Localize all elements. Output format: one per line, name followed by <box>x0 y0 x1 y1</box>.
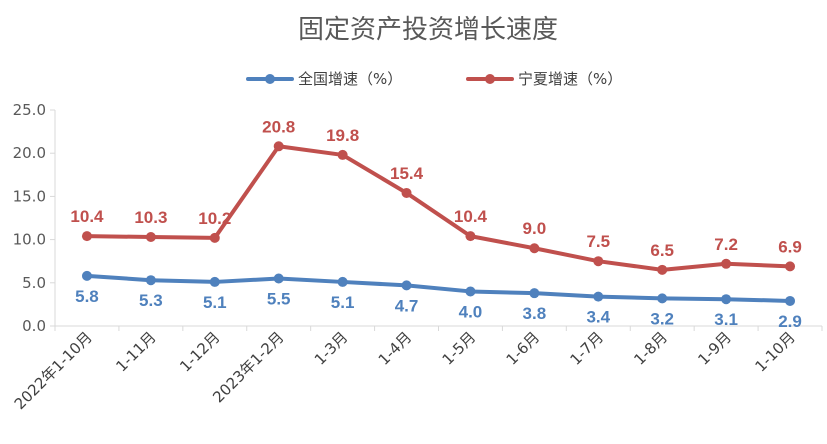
data-point-0-3 <box>273 273 284 284</box>
legend-label-ningxia: 宁夏增速（%） <box>518 70 622 88</box>
data-label-0-6: 4.0 <box>459 302 483 321</box>
data-point-0-7 <box>529 288 540 299</box>
data-point-1-3 <box>273 141 284 152</box>
x-tick-label: 1-5月 <box>439 328 480 369</box>
data-label-0-8: 3.4 <box>586 308 610 327</box>
x-tick-label: 1-6月 <box>503 328 544 369</box>
data-label-1-11: 6.9 <box>778 237 802 256</box>
x-tick-label: 1-4月 <box>375 328 416 369</box>
x-tick-label: 1-7月 <box>566 328 607 369</box>
data-point-0-11 <box>785 295 796 306</box>
data-label-0-10: 3.1 <box>714 310 738 329</box>
data-label-1-5: 15.4 <box>390 164 424 183</box>
x-tick-label: 1-10月 <box>751 328 798 375</box>
data-point-0-5 <box>401 280 412 291</box>
data-point-1-7 <box>529 243 540 254</box>
legend-marker-ningxia <box>485 74 495 84</box>
legend-item-ningxia: 宁夏增速（%） <box>466 70 622 88</box>
data-label-1-4: 19.8 <box>326 126 359 145</box>
data-point-0-1 <box>145 275 156 286</box>
series-line-1 <box>84 144 793 272</box>
y-axis: 0.0 5.0 10.0 15.0 20.0 25.0 <box>13 101 56 335</box>
data-point-0-2 <box>209 276 220 287</box>
y-tick-label: 10.0 <box>13 231 46 249</box>
data-label-0-5: 4.7 <box>395 296 419 315</box>
data-label-1-7: 9.0 <box>523 219 547 238</box>
x-tick-label: 1-11月 <box>112 328 159 375</box>
legend-item-national: 全国增速（%） <box>246 70 402 88</box>
y-tick-label: 20.0 <box>13 144 46 162</box>
data-label-1-9: 6.5 <box>650 241 674 260</box>
data-point-0-6 <box>465 286 476 297</box>
data-point-1-10 <box>721 258 732 269</box>
data-point-1-6 <box>465 231 476 242</box>
data-label-0-9: 3.2 <box>650 309 674 328</box>
data-point-1-9 <box>657 264 668 275</box>
x-tick-label: 2022年1-10月 <box>11 328 96 413</box>
data-label-0-0: 5.8 <box>75 287 99 306</box>
data-point-0-8 <box>593 291 604 302</box>
data-label-1-6: 10.4 <box>454 207 488 226</box>
chart-title: 固定资产投资增长速度 <box>298 15 558 45</box>
y-tick-label: 15.0 <box>13 187 46 205</box>
data-label-1-2: 10.2 <box>198 209 231 228</box>
data-label-1-0: 10.4 <box>70 207 104 226</box>
x-tick-label: 1-8月 <box>630 328 671 369</box>
data-point-1-4 <box>337 149 348 160</box>
data-point-0-9 <box>657 293 668 304</box>
data-point-0-0 <box>81 270 92 281</box>
data-label-0-2: 5.1 <box>203 293 227 312</box>
data-label-1-3: 20.8 <box>262 117 295 136</box>
data-label-1-8: 7.5 <box>586 232 610 251</box>
legend-marker-national <box>265 74 275 84</box>
data-point-1-8 <box>593 256 604 267</box>
legend: 全国增速（%） 宁夏增速（%） <box>246 70 622 88</box>
y-tick-label: 0.0 <box>22 317 46 335</box>
data-point-1-5 <box>401 187 412 198</box>
data-point-1-2 <box>209 232 220 243</box>
x-tick-label: 1-3月 <box>311 328 352 369</box>
data-label-0-3: 5.5 <box>267 289 291 308</box>
data-label-1-1: 10.3 <box>134 208 167 227</box>
data-label-0-1: 5.3 <box>139 291 163 310</box>
data-point-0-10 <box>721 294 732 305</box>
data-point-0-4 <box>337 276 348 287</box>
data-label-0-7: 3.8 <box>523 304 547 323</box>
x-tick-label: 1-12月 <box>176 328 223 375</box>
series-line-0 <box>84 273 793 303</box>
data-point-1-0 <box>81 231 92 242</box>
x-tick-label: 1-9月 <box>694 328 735 369</box>
data-point-1-11 <box>785 261 796 272</box>
data-label-layer: 5.8 5.3 5.1 5.5 5.1 4.7 4.0 3.8 3.4 3.2 3.1 2.9 10.4… <box>70 117 801 331</box>
data-label-1-10: 7.2 <box>714 235 738 254</box>
series-layer <box>81 141 796 306</box>
data-label-0-11: 2.9 <box>778 312 802 331</box>
data-point-1-1 <box>145 232 156 243</box>
data-label-0-4: 5.1 <box>331 293 355 312</box>
y-tick-label: 25.0 <box>13 101 46 119</box>
y-tick-label: 5.0 <box>22 274 46 292</box>
legend-label-national: 全国增速（%） <box>298 70 402 88</box>
